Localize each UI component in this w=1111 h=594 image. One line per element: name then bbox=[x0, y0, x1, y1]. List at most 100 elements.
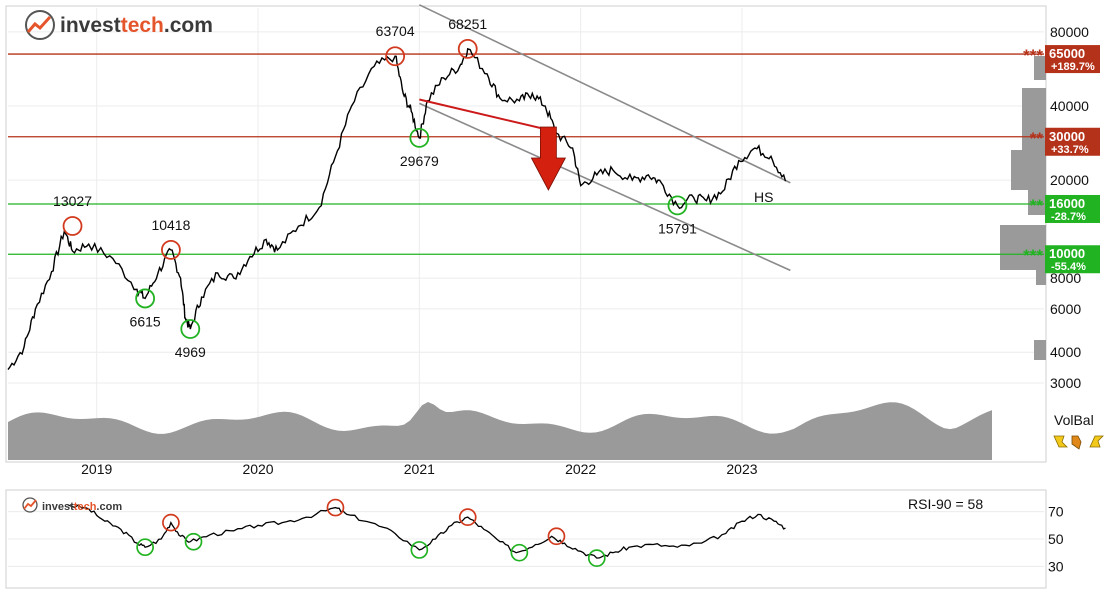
level-stars: ** bbox=[1030, 129, 1044, 148]
y-tick-label: 20000 bbox=[1050, 172, 1089, 188]
y-axis: 80000 40000 20000 8000 6000 4000 3000 bbox=[1050, 24, 1089, 391]
down-arrow-icon bbox=[530, 126, 567, 191]
brand-logo: investtech.com bbox=[25, 10, 213, 40]
level-change: -28.7% bbox=[1051, 211, 1086, 223]
rsi-peak-marker bbox=[458, 508, 477, 526]
volume-area bbox=[8, 402, 992, 460]
volume-profile-bar bbox=[1034, 56, 1046, 80]
level-tag bbox=[1045, 127, 1100, 156]
rsi-line bbox=[67, 504, 786, 559]
neckline bbox=[419, 98, 549, 131]
level-value: 30000 bbox=[1049, 129, 1085, 144]
brand-logo-small: investtech.com bbox=[22, 497, 122, 513]
volume-profile-bar bbox=[1022, 88, 1046, 150]
rsi-trough-marker bbox=[184, 532, 203, 551]
level-stars: ** bbox=[1030, 196, 1044, 215]
rsi-panel: 70 50 30 bbox=[8, 498, 1064, 574]
brand-part3: .com bbox=[164, 14, 213, 37]
y-tick-label: 40000 bbox=[1050, 98, 1089, 114]
volume-profile-bar bbox=[1011, 150, 1046, 190]
peak-marker bbox=[457, 38, 478, 59]
volume-area-shape bbox=[8, 402, 992, 460]
extreme-value-label: 68251 bbox=[448, 16, 487, 32]
x-tick-label: 2023 bbox=[726, 461, 757, 477]
hs-pattern bbox=[419, 98, 567, 191]
level-tag bbox=[1045, 45, 1100, 74]
rsi-trough-marker bbox=[587, 549, 606, 567]
volume-profile-bar bbox=[1034, 340, 1046, 360]
brand-small-part3: .com bbox=[96, 501, 122, 513]
rsi-trough-marker bbox=[136, 538, 154, 557]
rsi-peak-marker bbox=[326, 498, 345, 517]
volume-profile-bar bbox=[1036, 270, 1046, 285]
arrow-icon bbox=[1053, 435, 1068, 448]
y-tick-label: 80000 bbox=[1050, 24, 1089, 40]
rsi-label: RSI-90 = 58 bbox=[908, 496, 983, 512]
extreme-value-label: 4969 bbox=[175, 344, 206, 360]
channel-line-upper bbox=[418, 4, 791, 184]
trough-marker bbox=[135, 288, 156, 309]
volume-profile-bar bbox=[1000, 225, 1046, 270]
trough-marker bbox=[667, 195, 688, 216]
level-change: +189.7% bbox=[1051, 61, 1095, 73]
rsi-trough-marker bbox=[410, 541, 429, 559]
rsi-tick-label: 50 bbox=[1048, 531, 1064, 547]
volume-profile bbox=[1000, 56, 1046, 360]
arrow-icon bbox=[1089, 435, 1104, 448]
level-change: -55.4% bbox=[1051, 261, 1086, 273]
main-panel-frame bbox=[5, 5, 1047, 463]
extreme-value-label: 29679 bbox=[400, 153, 439, 169]
brand-part2: tech bbox=[121, 14, 164, 37]
peak-marker bbox=[385, 46, 406, 67]
level-change: +33.7% bbox=[1051, 144, 1089, 156]
volume-profile-bar bbox=[1028, 190, 1046, 215]
svg-text:investtech.com: investtech.com bbox=[42, 501, 122, 513]
brand-small-part2: tech bbox=[74, 501, 97, 513]
level-stars: *** bbox=[1023, 246, 1043, 265]
channel-line-lower bbox=[419, 102, 791, 272]
y-tick-label: 6000 bbox=[1050, 301, 1081, 317]
arrow-icon bbox=[1071, 435, 1082, 450]
extreme-value-label: 13027 bbox=[53, 193, 92, 209]
volbal-arrows bbox=[1053, 435, 1104, 450]
support-resistance-levels bbox=[8, 53, 1044, 255]
rsi-tick-label: 30 bbox=[1048, 558, 1064, 574]
extreme-value-label: 63704 bbox=[376, 23, 415, 39]
rsi-trough-marker bbox=[510, 543, 529, 562]
price-series bbox=[7, 47, 787, 371]
y-tick-label: 4000 bbox=[1050, 344, 1081, 360]
x-tick-label: 2020 bbox=[242, 461, 273, 477]
pattern-label: HS bbox=[754, 189, 773, 205]
logo-icon-small bbox=[22, 497, 38, 513]
peak-marker bbox=[161, 239, 181, 260]
volbal-label: VolBal bbox=[1054, 412, 1094, 428]
trough-marker bbox=[180, 319, 201, 339]
y-tick-label: 8000 bbox=[1050, 270, 1081, 286]
y-tick-label: 3000 bbox=[1050, 375, 1081, 391]
x-tick-label: 2022 bbox=[565, 461, 596, 477]
trough-marker bbox=[409, 128, 430, 148]
logo-icon bbox=[25, 10, 55, 40]
level-value: 65000 bbox=[1049, 46, 1085, 61]
rsi-peak-marker bbox=[162, 513, 180, 532]
svg-text:investtech.com: investtech.com bbox=[60, 14, 213, 37]
level-tag bbox=[1045, 194, 1100, 223]
peak-marker bbox=[62, 216, 83, 236]
trend-channel bbox=[418, 4, 791, 272]
x-axis: 2019 2020 2021 2022 2023 bbox=[81, 461, 758, 477]
brand-part1: invest bbox=[60, 14, 121, 37]
level-value: 16000 bbox=[1049, 196, 1085, 211]
extreme-value-label: 10418 bbox=[151, 217, 190, 233]
level-value: 10000 bbox=[1049, 246, 1085, 261]
level-stars: *** bbox=[1023, 46, 1043, 65]
extreme-value-label: 6615 bbox=[130, 313, 161, 329]
extreme-annotations: 13027 6615 10418 4969 63704 29679 68251 15791 bbox=[53, 16, 697, 360]
rsi-peak-marker bbox=[547, 527, 566, 546]
brand-small-part1: invest bbox=[42, 501, 74, 513]
rsi-tick-label: 70 bbox=[1048, 504, 1064, 520]
level-tag bbox=[1045, 245, 1100, 274]
extreme-value-label: 15791 bbox=[658, 220, 697, 236]
x-tick-label: 2021 bbox=[404, 461, 435, 477]
x-tick-label: 2019 bbox=[81, 461, 112, 477]
